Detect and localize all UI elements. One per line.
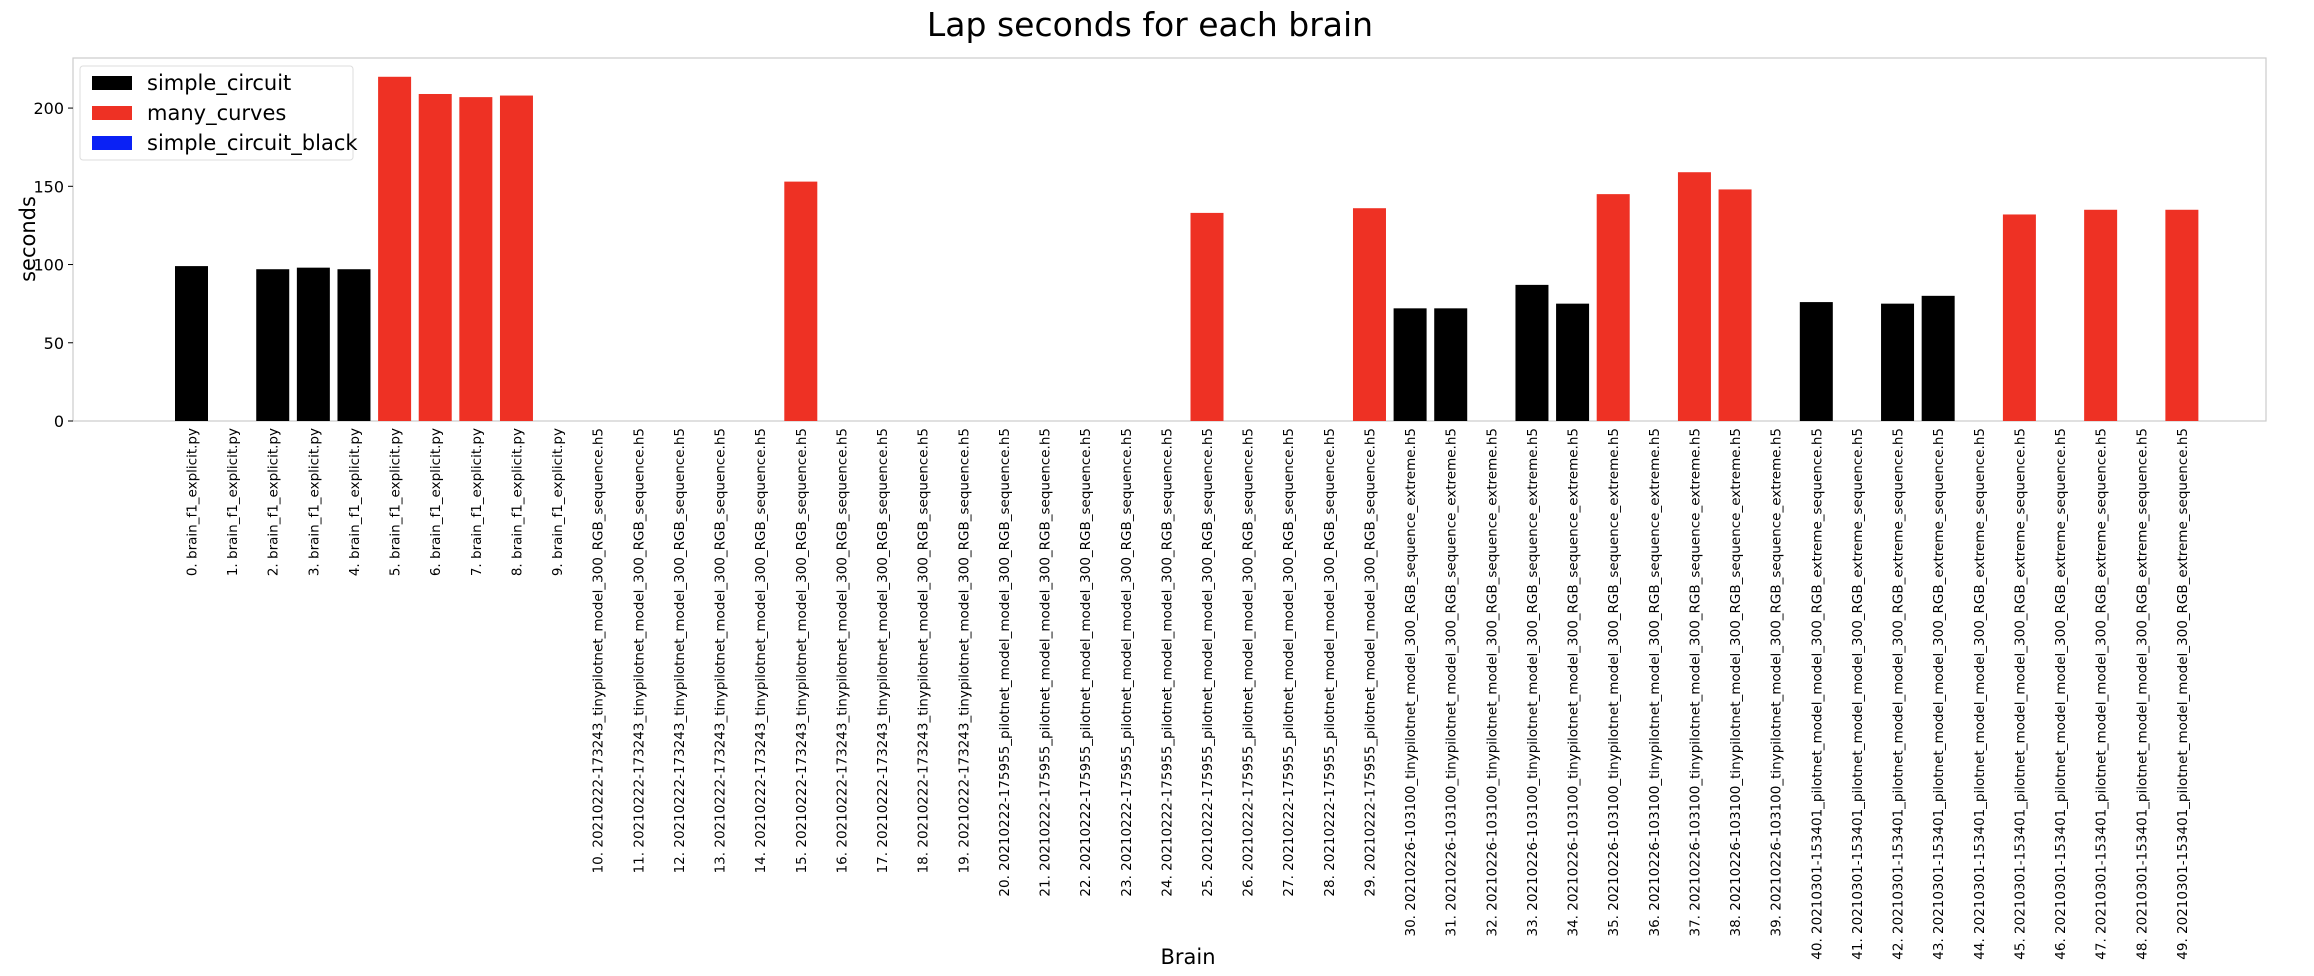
x-tick-label: 34. 20210226-103100_tinypilotnet_model_3… — [1566, 428, 1582, 937]
x-tick-label: 41. 20210301-153401_pilotnet_model_model… — [1850, 428, 1866, 960]
x-tick-label: 0. brain_f1_explicit.py — [185, 428, 201, 576]
x-axis: 0. brain_f1_explicit.py 1. brain_f1_expli… — [185, 428, 2191, 960]
legend-swatch — [92, 76, 132, 90]
x-tick-label: 19. 20210222-173243_tinypilotnet_model_3… — [956, 428, 972, 873]
legend-frame — [79, 65, 354, 161]
x-tick-label: 4. brain_f1_explicit.py — [347, 428, 363, 576]
bar — [1881, 303, 1915, 421]
bar — [459, 97, 493, 422]
bar — [1718, 189, 1752, 421]
x-tick-label: 44. 20210301-153401_pilotnet_model_model… — [1972, 428, 1988, 960]
bar — [2084, 209, 2118, 421]
x-tick-label: 7. brain_f1_explicit.py — [469, 428, 485, 576]
x-tick-label: 8. brain_f1_explicit.py — [509, 428, 525, 576]
x-tick-label: 9. brain_f1_explicit.py — [550, 428, 566, 576]
x-tick-label: 6. brain_f1_explicit.py — [428, 428, 444, 576]
bar — [2165, 209, 2199, 421]
bars — [175, 76, 2199, 422]
x-tick-label: 23. 20210222-175955_pilotnet_model_model… — [1119, 428, 1135, 897]
x-tick-label: 10. 20210222-173243_tinypilotnet_model_3… — [591, 428, 607, 873]
legend-entry-label: many_curves — [147, 101, 286, 126]
y-axis-label: seconds — [16, 196, 40, 282]
y-tick-label: 150 — [33, 177, 64, 196]
legend-entry-label: simple_circuit — [147, 71, 291, 96]
bar — [784, 181, 818, 421]
x-tick-label: 2. brain_f1_explicit.py — [266, 428, 282, 576]
x-tick-label: 15. 20210222-173243_tinypilotnet_model_3… — [794, 428, 810, 873]
bar — [1190, 212, 1224, 421]
bar — [1515, 284, 1549, 422]
bar — [499, 95, 533, 422]
bar — [418, 93, 452, 422]
x-tick-label: 32. 20210226-103100_tinypilotnet_model_3… — [1484, 428, 1500, 937]
x-tick-label: 48. 20210301-153401_pilotnet_model_model… — [2134, 428, 2150, 960]
y-axis: 0 50 100 150 200 — [33, 99, 73, 431]
x-tick-label: 18. 20210222-173243_tinypilotnet_model_3… — [916, 428, 932, 873]
bar — [1434, 308, 1468, 421]
x-tick-label: 25. 20210222-175955_pilotnet_model_model… — [1200, 428, 1216, 897]
bar — [296, 267, 330, 421]
x-tick-label: 42. 20210301-153401_pilotnet_model_model… — [1891, 428, 1907, 960]
legend-swatch — [92, 106, 132, 120]
bar — [2002, 214, 2036, 421]
x-tick-label: 13. 20210222-173243_tinypilotnet_model_3… — [713, 428, 729, 873]
y-tick-label: 0 — [54, 412, 64, 431]
x-tick-label: 22. 20210222-175955_pilotnet_model_model… — [1078, 428, 1094, 897]
x-tick-label: 38. 20210226-103100_tinypilotnet_model_3… — [1728, 428, 1744, 937]
x-tick-label: 47. 20210301-153401_pilotnet_model_model… — [2094, 428, 2110, 960]
x-tick-label: 27. 20210222-175955_pilotnet_model_model… — [1281, 428, 1297, 897]
x-tick-label: 35. 20210226-103100_tinypilotnet_model_3… — [1606, 428, 1622, 937]
plot-area — [72, 57, 2267, 422]
bar — [1596, 194, 1630, 422]
bar — [256, 269, 290, 421]
x-tick-label: 16. 20210222-173243_tinypilotnet_model_3… — [834, 428, 850, 873]
bar — [1352, 208, 1386, 421]
x-tick-label: 12. 20210222-173243_tinypilotnet_model_3… — [672, 428, 688, 873]
bar — [337, 269, 371, 421]
x-tick-label: 14. 20210222-173243_tinypilotnet_model_3… — [753, 428, 769, 873]
x-tick-label: 29. 20210222-175955_pilotnet_model_model… — [1362, 428, 1378, 897]
x-tick-label: 30. 20210226-103100_tinypilotnet_model_3… — [1403, 428, 1419, 937]
bar — [1556, 303, 1590, 421]
bar — [175, 266, 208, 421]
y-tick-label: 200 — [33, 99, 64, 118]
x-tick-label: 21. 20210222-175955_pilotnet_model_model… — [1038, 428, 1054, 897]
y-tick-label: 50 — [44, 334, 64, 353]
x-tick-label: 11. 20210222-173243_tinypilotnet_model_3… — [631, 428, 647, 873]
x-tick-label: 26. 20210222-175955_pilotnet_model_model… — [1241, 428, 1257, 897]
x-tick-label: 5. brain_f1_explicit.py — [388, 428, 404, 576]
x-axis-label: Brain — [1160, 945, 1215, 969]
legend-swatch — [92, 136, 132, 150]
x-tick-label: 40. 20210301-153401_pilotnet_model_model… — [1809, 428, 1825, 960]
chart-title: Lap seconds for each brain — [927, 5, 1373, 44]
legend: simple_circuit many_curves simple_circuit_… — [79, 65, 358, 161]
x-tick-label: 3. brain_f1_explicit.py — [306, 428, 322, 576]
bar — [1799, 302, 1833, 421]
x-tick-label: 17. 20210222-173243_tinypilotnet_model_3… — [875, 428, 891, 873]
y-tick-label: 100 — [33, 256, 64, 275]
x-tick-label: 36. 20210226-103100_tinypilotnet_model_3… — [1647, 428, 1663, 937]
x-tick-label: 33. 20210226-103100_tinypilotnet_model_3… — [1525, 428, 1541, 937]
x-tick-label: 20. 20210222-175955_pilotnet_model_model… — [997, 428, 1013, 897]
x-tick-label: 31. 20210226-103100_tinypilotnet_model_3… — [1444, 428, 1460, 937]
x-tick-label: 39. 20210226-103100_tinypilotnet_model_3… — [1769, 428, 1785, 937]
bar — [1921, 295, 1955, 421]
x-tick-label: 43. 20210301-153401_pilotnet_model_model… — [1931, 428, 1947, 960]
x-tick-label: 46. 20210301-153401_pilotnet_model_model… — [2053, 428, 2069, 960]
x-tick-label: 49. 20210301-153401_pilotnet_model_model… — [2175, 428, 2191, 960]
bar — [1677, 172, 1711, 421]
x-tick-label: 45. 20210301-153401_pilotnet_model_model… — [2012, 428, 2028, 960]
x-tick-label: 28. 20210222-175955_pilotnet_model_model… — [1322, 428, 1338, 897]
legend-entry-label: simple_circuit_black — [147, 131, 358, 156]
x-tick-label: 37. 20210226-103100_tinypilotnet_model_3… — [1687, 428, 1703, 937]
bar — [1393, 308, 1427, 421]
x-tick-label: 24. 20210222-175955_pilotnet_model_model… — [1159, 428, 1175, 897]
x-tick-label: 1. brain_f1_explicit.py — [225, 428, 241, 576]
bar — [378, 76, 412, 421]
